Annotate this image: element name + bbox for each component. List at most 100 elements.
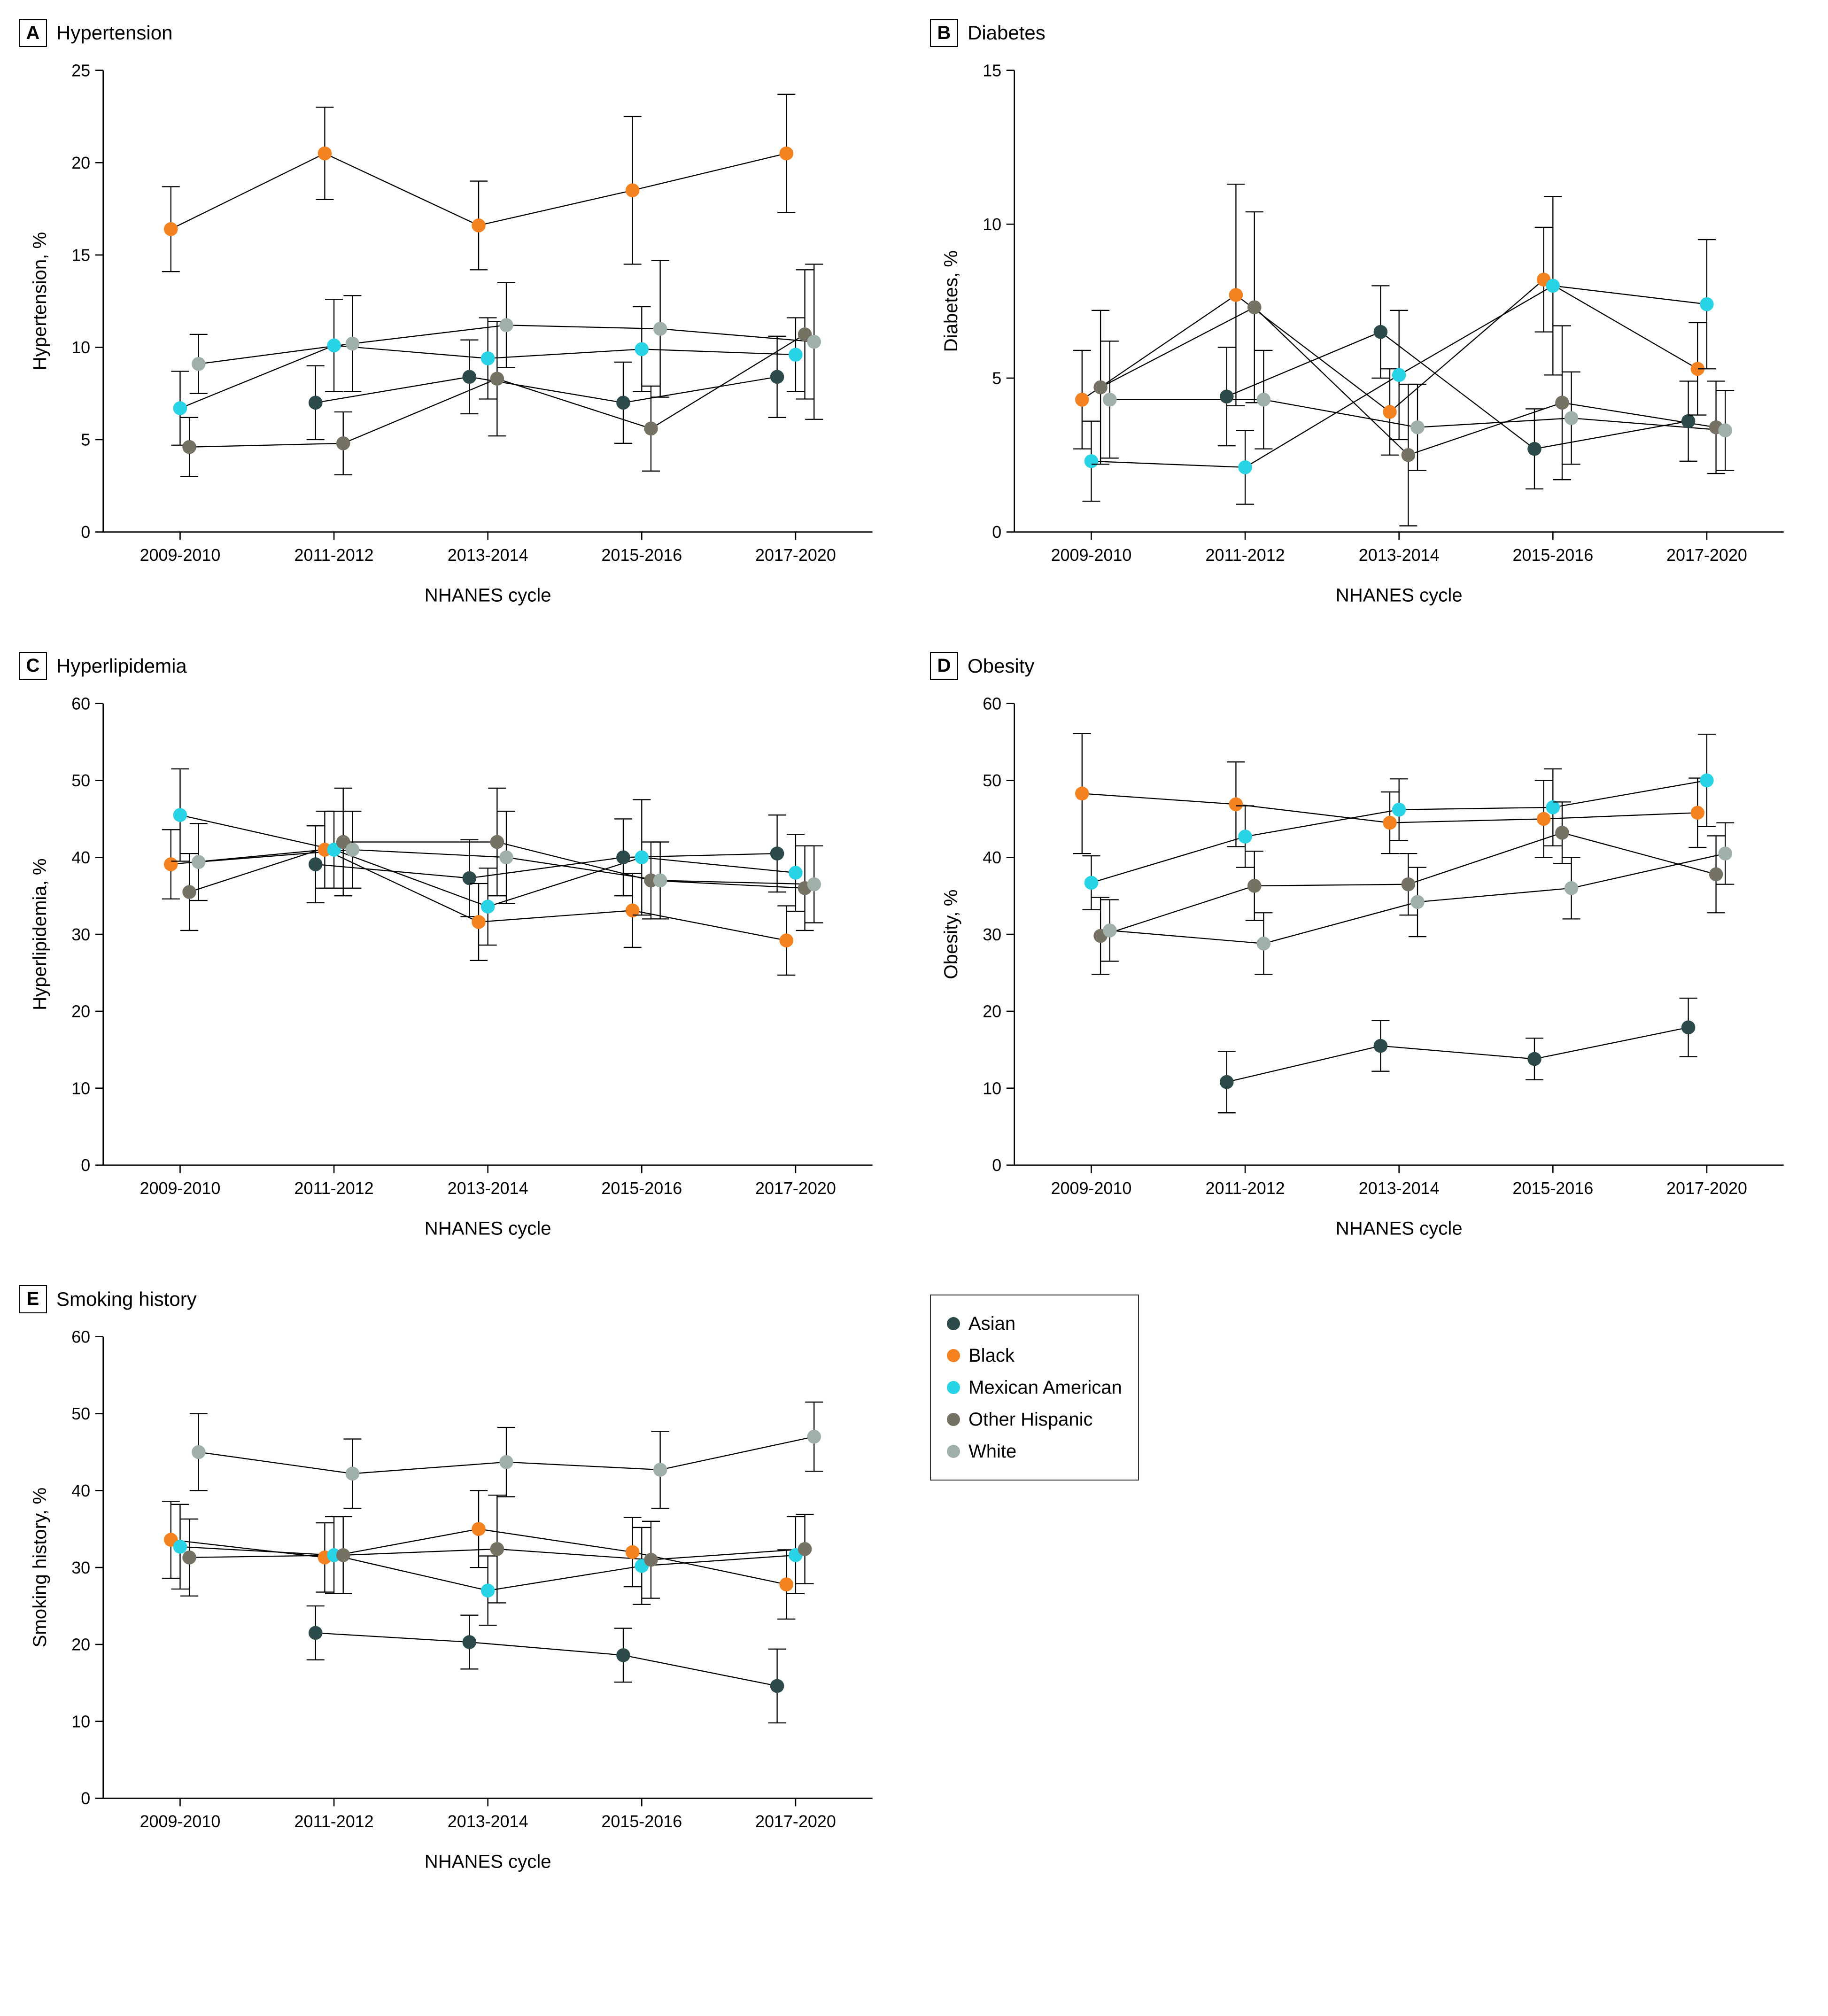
svg-text:2017-2020: 2017-2020: [755, 1179, 836, 1198]
svg-text:2013-2014: 2013-2014: [448, 1811, 528, 1830]
svg-text:10: 10: [71, 1712, 90, 1731]
svg-text:Hypertension, %: Hypertension, %: [29, 232, 50, 371]
svg-text:2011-2012: 2011-2012: [294, 545, 374, 565]
panel-letter: E: [19, 1285, 47, 1313]
svg-text:2009-2010: 2009-2010: [140, 545, 221, 565]
legend-dot-icon: [947, 1381, 960, 1394]
legend-dot-icon: [947, 1413, 960, 1426]
svg-text:50: 50: [71, 771, 90, 790]
svg-text:Diabetes, %: Diabetes, %: [940, 250, 961, 352]
svg-text:40: 40: [983, 848, 1001, 867]
svg-text:NHANES cycle: NHANES cycle: [425, 584, 551, 605]
chart-obesity: 01020304050602009-20102011-20122013-2014…: [930, 689, 1804, 1257]
svg-text:2013-2014: 2013-2014: [1359, 1179, 1440, 1198]
panel-title: Smoking history: [56, 1288, 197, 1310]
svg-text:5: 5: [81, 430, 90, 450]
svg-text:0: 0: [81, 1155, 90, 1175]
panel-C: C Hyperlipidemia 01020304050602009-20102…: [19, 652, 892, 1257]
legend-label: Asian: [968, 1308, 1015, 1340]
legend-item: White: [947, 1435, 1122, 1467]
svg-text:2015-2016: 2015-2016: [601, 545, 682, 565]
panel-title: Diabetes: [968, 22, 1046, 44]
legend-item: Mexican American: [947, 1372, 1122, 1403]
panel-letter: B: [930, 19, 958, 47]
chart-svg: 0 5 10 15 2009-2010 2011-2012 2013-2014 2015-20…: [930, 55, 1804, 621]
panel-letter: A: [19, 19, 47, 47]
svg-text:2013-2014: 2013-2014: [448, 1179, 528, 1198]
svg-text:NHANES cycle: NHANES cycle: [1336, 584, 1463, 605]
chart-hypertension: 05101520252009-20102011-20122013-2014201…: [19, 55, 892, 624]
chart-svg: 01020304050602009-20102011-20122013-2014…: [19, 1322, 892, 1888]
legend-label: White: [968, 1435, 1016, 1467]
svg-text:15: 15: [983, 61, 1001, 80]
svg-text:2017-2020: 2017-2020: [755, 545, 836, 565]
svg-text:2011-2012: 2011-2012: [294, 1179, 374, 1198]
legend-item: Asian: [947, 1308, 1122, 1340]
svg-text:15: 15: [71, 246, 90, 265]
chart-svg: 01020304050602009-20102011-20122013-2014…: [930, 689, 1804, 1255]
svg-text:5: 5: [992, 369, 1001, 388]
chart-svg: 05101520252009-20102011-20122013-2014201…: [19, 55, 892, 621]
svg-text:2011-2012: 2011-2012: [1206, 1179, 1285, 1198]
svg-text:2015-2016: 2015-2016: [601, 1811, 682, 1830]
svg-text:20: 20: [71, 153, 90, 172]
svg-text:25: 25: [71, 61, 90, 80]
panel-letter: C: [19, 652, 47, 680]
svg-text:0: 0: [81, 522, 90, 542]
svg-text:40: 40: [71, 848, 90, 867]
legend-dot-icon: [947, 1445, 960, 1458]
svg-text:2017-2020: 2017-2020: [1666, 1179, 1747, 1198]
panel-grid: A Hypertension 0 5 10 15 20 25 2009-2010 2011-2…: [19, 19, 1804, 1890]
svg-text:20: 20: [983, 1001, 1001, 1021]
chart-smoking-history: 01020304050602009-20102011-20122013-2014…: [19, 1322, 892, 1890]
svg-text:10: 10: [71, 338, 90, 357]
svg-text:2013-2014: 2013-2014: [1359, 545, 1440, 565]
svg-text:60: 60: [71, 694, 90, 713]
legend-item: Other Hispanic: [947, 1403, 1122, 1435]
svg-text:60: 60: [71, 1327, 90, 1346]
svg-text:Hyperlipidemia, %: Hyperlipidemia, %: [29, 858, 50, 1010]
svg-text:10: 10: [983, 215, 1001, 234]
legend-label: Mexican American: [968, 1372, 1122, 1403]
panel-B: B Diabetes 0 5 10 15 2009-2010 2011-2012 2013-…: [930, 19, 1804, 624]
svg-text:10: 10: [71, 1078, 90, 1098]
svg-text:10: 10: [983, 1078, 1001, 1098]
legend-cell: AsianBlackMexican AmericanOther Hispanic…: [930, 1285, 1804, 1890]
svg-text:NHANES cycle: NHANES cycle: [425, 1851, 551, 1872]
svg-text:2009-2010: 2009-2010: [140, 1179, 221, 1198]
panel-title: Obesity: [968, 655, 1034, 677]
svg-text:0: 0: [992, 522, 1001, 542]
svg-text:50: 50: [983, 771, 1001, 790]
svg-text:2009-2010: 2009-2010: [1051, 545, 1132, 565]
svg-text:40: 40: [71, 1481, 90, 1500]
panel-D: D Obesity 01020304050602009-20102011-201…: [930, 652, 1804, 1257]
svg-text:2015-2016: 2015-2016: [1512, 545, 1593, 565]
svg-text:Obesity, %: Obesity, %: [940, 889, 961, 979]
panel-letter: D: [930, 652, 958, 680]
svg-text:60: 60: [983, 694, 1001, 713]
legend: AsianBlackMexican AmericanOther Hispanic…: [930, 1295, 1139, 1481]
chart-diabetes: 0 5 10 15 2009-2010 2011-2012 2013-2014 2015-20…: [930, 55, 1804, 624]
svg-text:30: 30: [71, 1558, 90, 1577]
panel-A: A Hypertension 0 5 10 15 20 25 2009-2010 2011-2…: [19, 19, 892, 624]
svg-text:2017-2020: 2017-2020: [755, 1811, 836, 1830]
legend-dot-icon: [947, 1349, 960, 1362]
svg-text:30: 30: [983, 925, 1001, 944]
svg-text:2011-2012: 2011-2012: [1206, 545, 1285, 565]
legend-item: Black: [947, 1340, 1122, 1372]
legend-label: Other Hispanic: [968, 1403, 1093, 1435]
svg-text:50: 50: [71, 1404, 90, 1423]
svg-text:NHANES cycle: NHANES cycle: [425, 1217, 551, 1239]
svg-text:2009-2010: 2009-2010: [140, 1811, 221, 1830]
legend-label: Black: [968, 1340, 1015, 1372]
panel-title: Hypertension: [56, 22, 172, 44]
panel-E: E Smoking history 01020304050602009-2010…: [19, 1285, 892, 1890]
svg-text:2017-2020: 2017-2020: [1666, 545, 1747, 565]
svg-text:Smoking history, %: Smoking history, %: [29, 1487, 50, 1647]
svg-text:2009-2010: 2009-2010: [1051, 1179, 1132, 1198]
svg-text:20: 20: [71, 1001, 90, 1021]
chart-svg: 01020304050602009-20102011-20122013-2014…: [19, 689, 892, 1255]
svg-text:2011-2012: 2011-2012: [294, 1811, 374, 1830]
svg-text:2015-2016: 2015-2016: [601, 1179, 682, 1198]
panel-title: Hyperlipidemia: [56, 655, 187, 677]
